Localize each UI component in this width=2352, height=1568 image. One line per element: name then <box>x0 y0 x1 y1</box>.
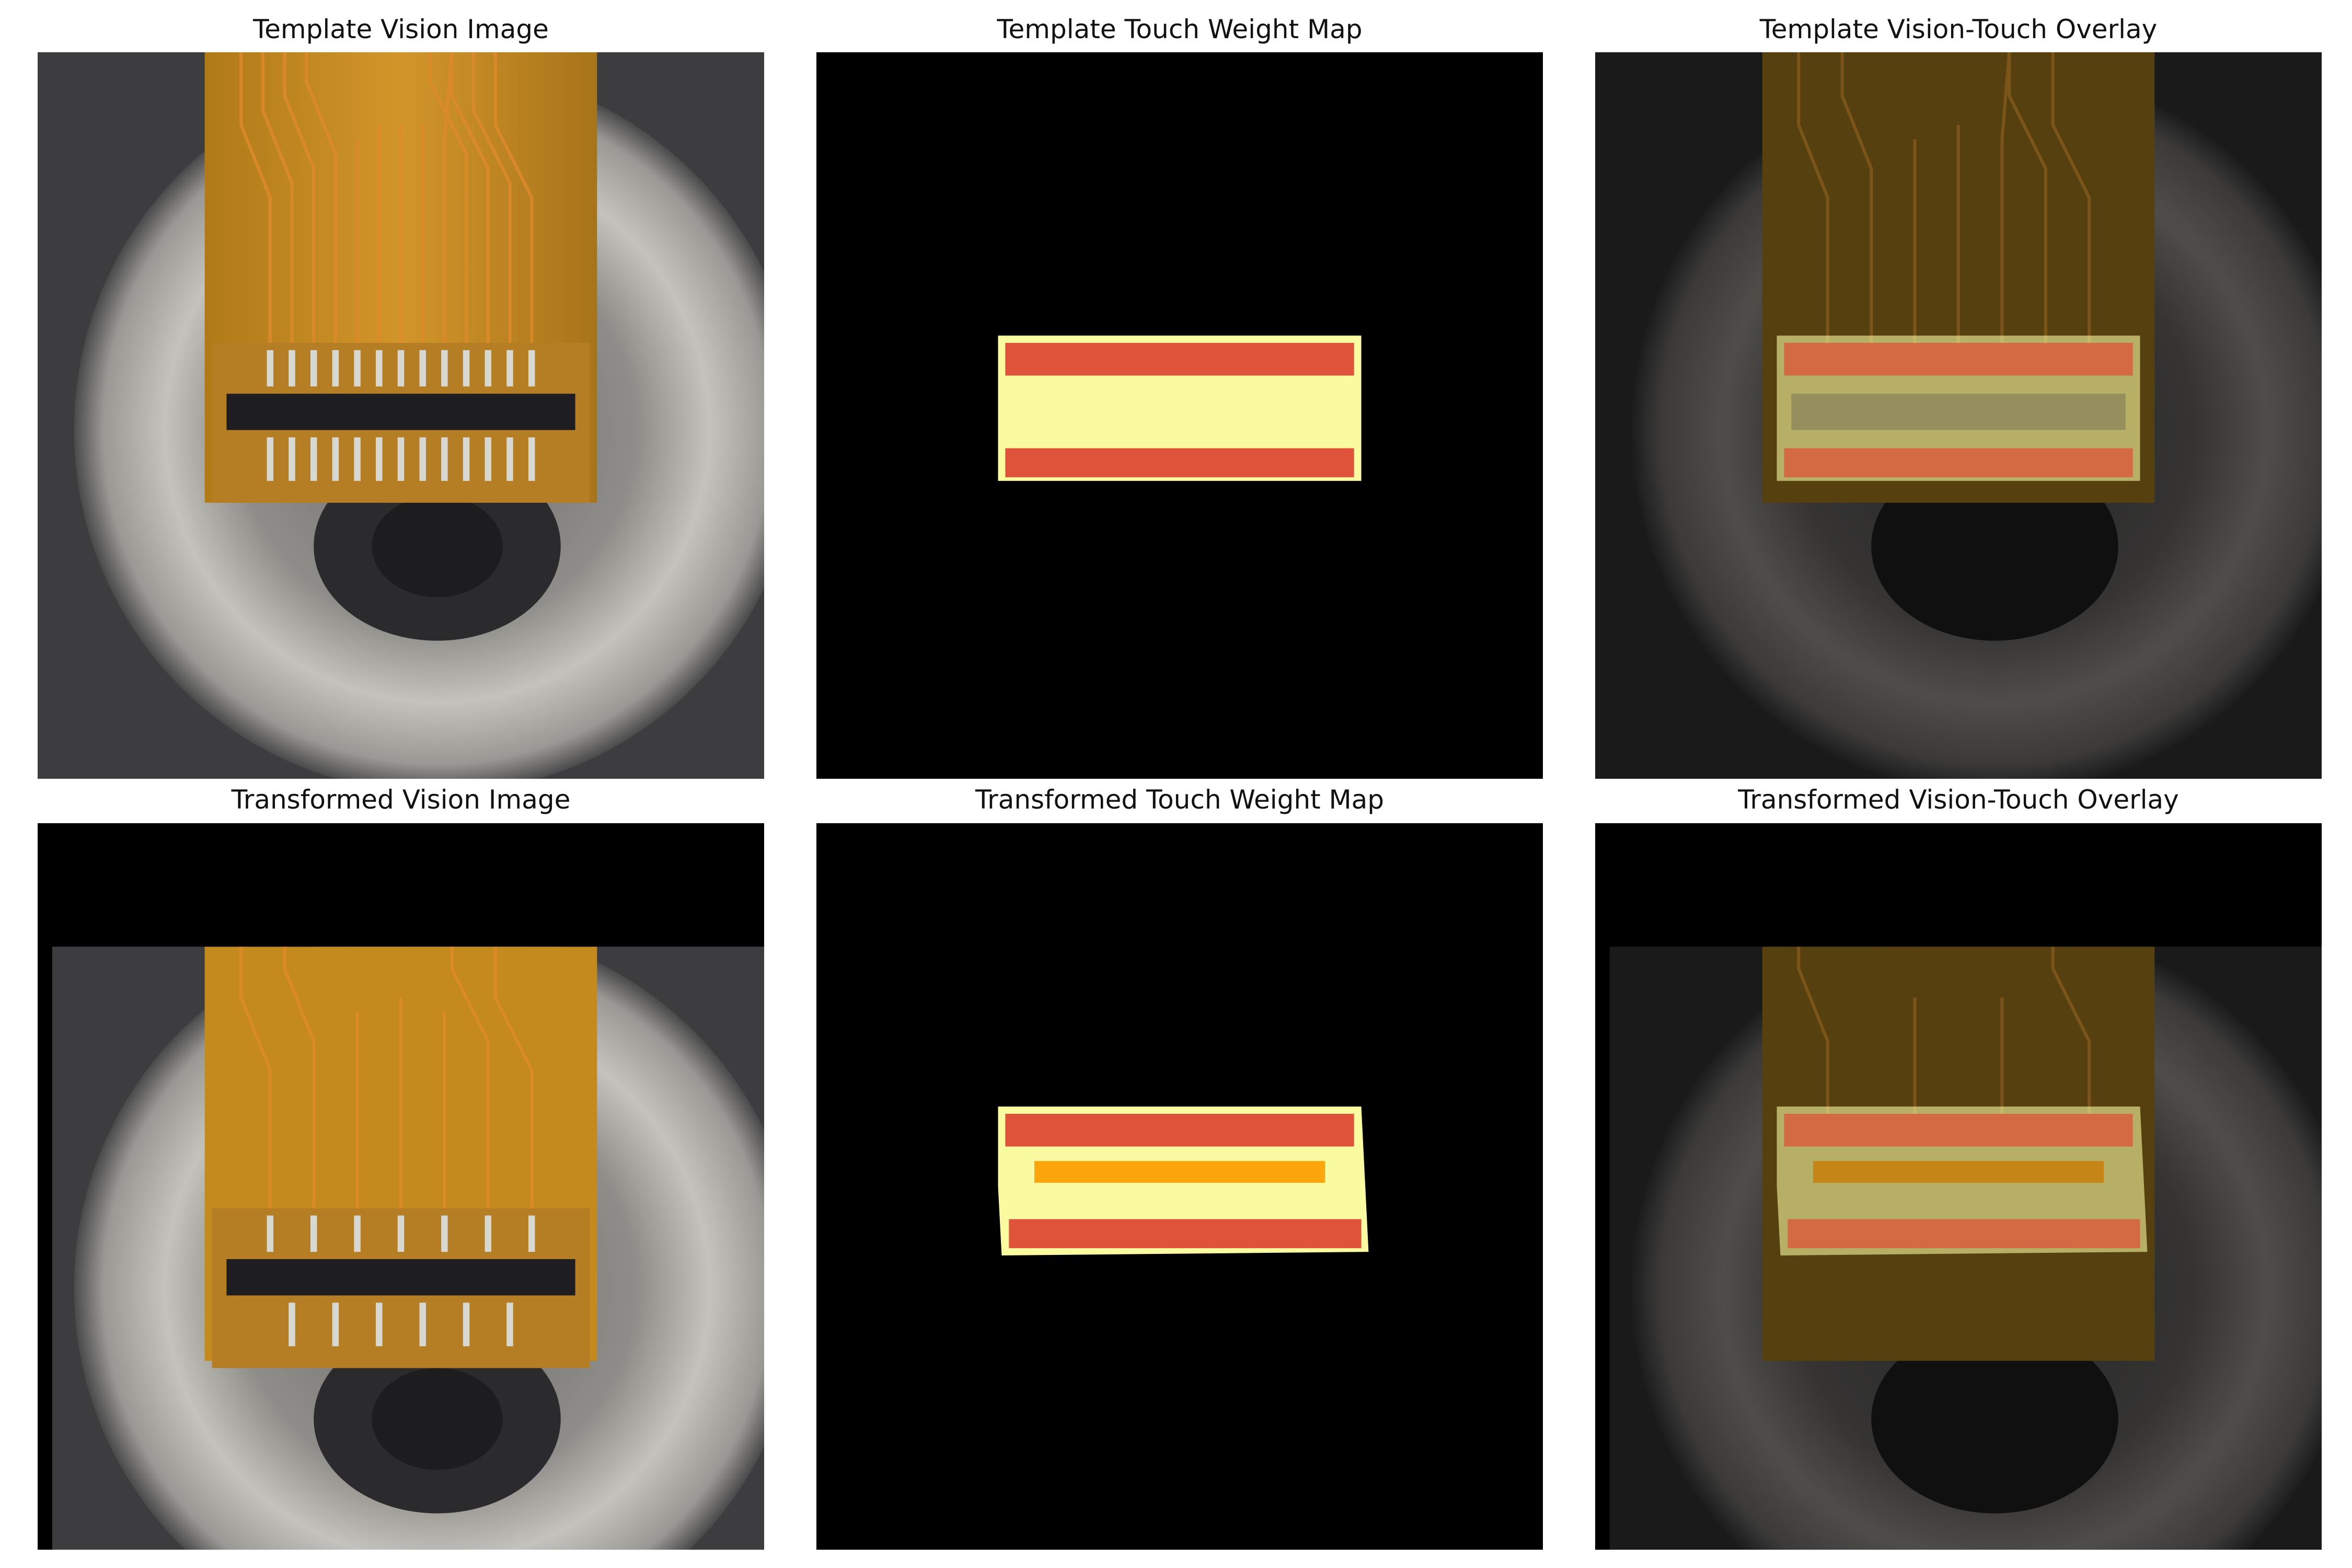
template-vision-touch-overlay <box>1595 52 2322 779</box>
template-touch-weight-map <box>816 52 1543 779</box>
transformed-vision-image <box>38 823 764 1550</box>
panel-title-transformed-touch: Transformed Touch Weight Map <box>975 785 1385 815</box>
panel-title-template-overlay: Template Vision-Touch Overlay <box>1759 14 2158 44</box>
panel-title-transformed-overlay: Transformed Vision-Touch Overlay <box>1738 785 2179 815</box>
transformed-vision-touch-overlay <box>1595 823 2322 1550</box>
panel-title-template-vision: Template Vision Image <box>253 14 549 44</box>
transformed-touch-weight-map <box>816 823 1543 1550</box>
panel-title-template-touch: Template Touch Weight Map <box>997 14 1363 44</box>
template-vision-image <box>38 52 764 779</box>
panel-title-transformed-vision: Transformed Vision Image <box>231 785 571 815</box>
